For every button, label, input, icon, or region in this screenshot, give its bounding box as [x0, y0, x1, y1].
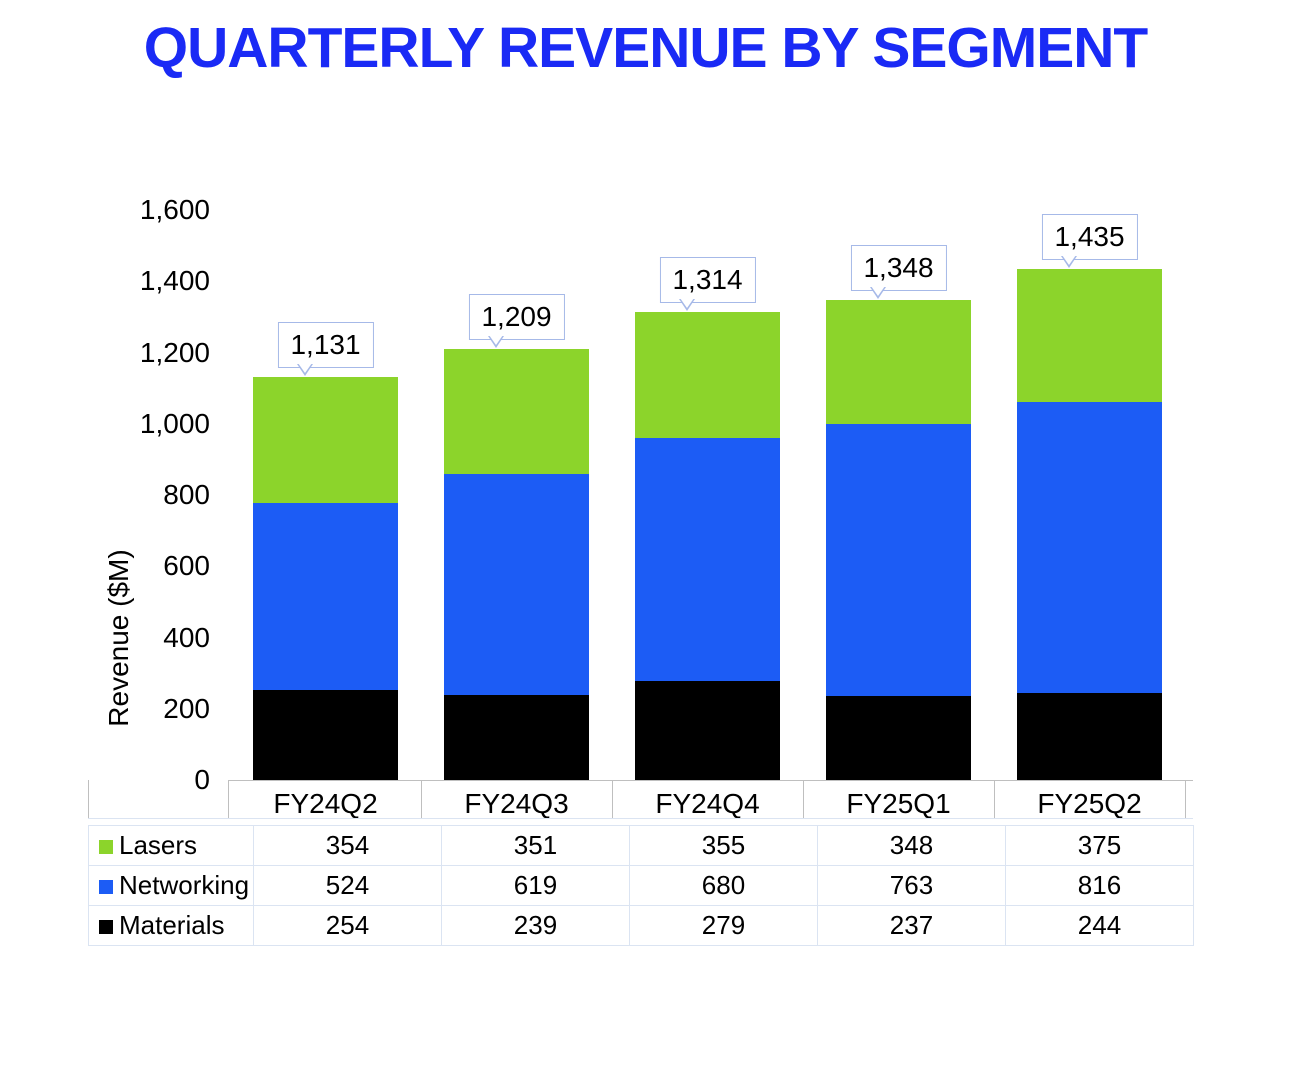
plot-area: 02004006008001,0001,2001,4001,600Revenue… — [228, 210, 1193, 780]
legend-swatch-icon — [99, 840, 113, 854]
category-row-bottom-border — [88, 818, 1193, 819]
bar-segment-networking — [1017, 402, 1162, 693]
category-separator — [421, 780, 422, 818]
bar-segment-materials — [826, 696, 971, 780]
x-category-label: FY25Q1 — [846, 788, 950, 820]
y-tick-label: 800 — [90, 479, 210, 511]
page-root: QUARTERLY REVENUE BY SEGMENT 02004006008… — [0, 0, 1291, 1069]
bar-segment-lasers — [635, 312, 780, 438]
legend-label: Networking — [119, 870, 249, 900]
legend-row-header: Lasers — [89, 826, 254, 866]
y-tick-label: 1,600 — [90, 194, 210, 226]
total-callout-tail-fill — [871, 286, 885, 296]
legend-label: Materials — [119, 910, 224, 940]
total-callout-tail-fill — [489, 335, 503, 345]
table-cell: 524 — [254, 866, 442, 906]
table-cell: 279 — [630, 906, 818, 946]
total-callout: 1,435 — [1041, 214, 1137, 260]
bar-segment-networking — [253, 503, 398, 690]
table-row: Lasers 354351355348375 — [89, 826, 1194, 866]
x-category-label: FY25Q2 — [1037, 788, 1141, 820]
x-category-label: FY24Q4 — [655, 788, 759, 820]
table-cell: 375 — [1006, 826, 1194, 866]
table-cell: 816 — [1006, 866, 1194, 906]
category-separator — [228, 780, 229, 818]
table-cell: 351 — [442, 826, 630, 866]
total-callout: 1,314 — [659, 257, 755, 303]
table-row: Materials 254239279237244 — [89, 906, 1194, 946]
table-cell: 763 — [818, 866, 1006, 906]
table-cell: 254 — [254, 906, 442, 946]
total-callout-tail-fill — [298, 363, 312, 373]
table-cell: 619 — [442, 866, 630, 906]
total-callout-tail-fill — [680, 298, 694, 308]
table-cell: 355 — [630, 826, 818, 866]
bar-segment-lasers — [444, 349, 589, 474]
y-tick-label: 0 — [90, 764, 210, 796]
bar-stack — [826, 210, 971, 780]
category-row-left-border — [88, 780, 89, 818]
total-callout: 1,348 — [850, 245, 946, 291]
x-category-label: FY24Q3 — [464, 788, 568, 820]
legend-swatch-icon — [99, 880, 113, 894]
x-axis-line — [228, 780, 1193, 781]
category-separator — [803, 780, 804, 818]
bar-segment-materials — [635, 681, 780, 780]
table-cell: 239 — [442, 906, 630, 946]
table-cell: 348 — [818, 826, 1006, 866]
y-axis-title: Revenue ($M) — [103, 549, 135, 726]
y-tick-label: 1,400 — [90, 265, 210, 297]
category-separator — [1185, 780, 1186, 818]
y-tick-label: 1,000 — [90, 408, 210, 440]
bar-segment-materials — [253, 690, 398, 780]
legend-row-header: Networking — [89, 866, 254, 906]
total-callout: 1,131 — [277, 322, 373, 368]
table-cell: 354 — [254, 826, 442, 866]
table-cell: 680 — [630, 866, 818, 906]
bar-segment-lasers — [826, 300, 971, 424]
bar-segment-lasers — [253, 377, 398, 503]
table-cell: 244 — [1006, 906, 1194, 946]
legend-row-header: Materials — [89, 906, 254, 946]
bar-segment-networking — [635, 438, 780, 680]
total-callout-tail-fill — [1062, 255, 1076, 265]
bar-segment-materials — [1017, 693, 1162, 780]
table-cell: 237 — [818, 906, 1006, 946]
bar-segment-lasers — [1017, 269, 1162, 403]
y-tick-label: 1,200 — [90, 337, 210, 369]
bar-segment-networking — [444, 474, 589, 695]
legend-swatch-icon — [99, 920, 113, 934]
category-separator — [994, 780, 995, 818]
data-table: Lasers354351355348375Networking524619680… — [88, 825, 1194, 946]
bar-stack — [1017, 210, 1162, 780]
category-separator — [612, 780, 613, 818]
x-category-label: FY24Q2 — [273, 788, 377, 820]
legend-label: Lasers — [119, 830, 197, 860]
total-callout: 1,209 — [468, 294, 564, 340]
chart-title: QUARTERLY REVENUE BY SEGMENT — [0, 15, 1291, 81]
bar-segment-networking — [826, 424, 971, 696]
chart-area: 02004006008001,0001,2001,4001,600Revenue… — [228, 210, 1193, 780]
bar-stack — [253, 210, 398, 780]
bar-segment-materials — [444, 695, 589, 780]
table-row: Networking524619680763816 — [89, 866, 1194, 906]
